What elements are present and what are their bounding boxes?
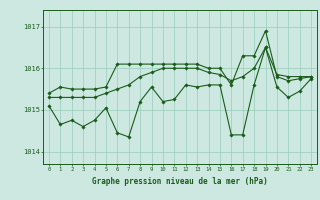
X-axis label: Graphe pression niveau de la mer (hPa): Graphe pression niveau de la mer (hPa) (92, 177, 268, 186)
